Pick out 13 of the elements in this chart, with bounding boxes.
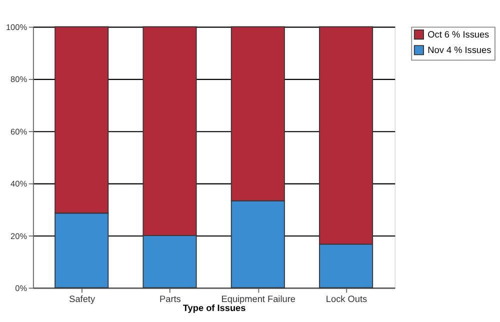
x-tick-label: Parts	[160, 294, 182, 304]
x-axis-title: Type of Issues	[182, 303, 246, 314]
y-tick-label: 80%	[10, 75, 28, 84]
legend-label: Nov 4 % Issues	[428, 44, 492, 55]
y-tick-label: 60%	[10, 127, 28, 136]
y-tick-label: 20%	[10, 232, 28, 241]
x-tick-label: Safety	[69, 294, 96, 304]
x-tick-label: Lock Outs	[326, 294, 368, 304]
x-tick-label: Equipment Failure	[221, 294, 296, 304]
y-tick-label: 100%	[6, 22, 28, 32]
y-tick-label: 0%	[15, 284, 28, 293]
y-tick-label: 40%	[10, 180, 28, 189]
legend-label: Oct 6 % Issues	[428, 29, 490, 40]
